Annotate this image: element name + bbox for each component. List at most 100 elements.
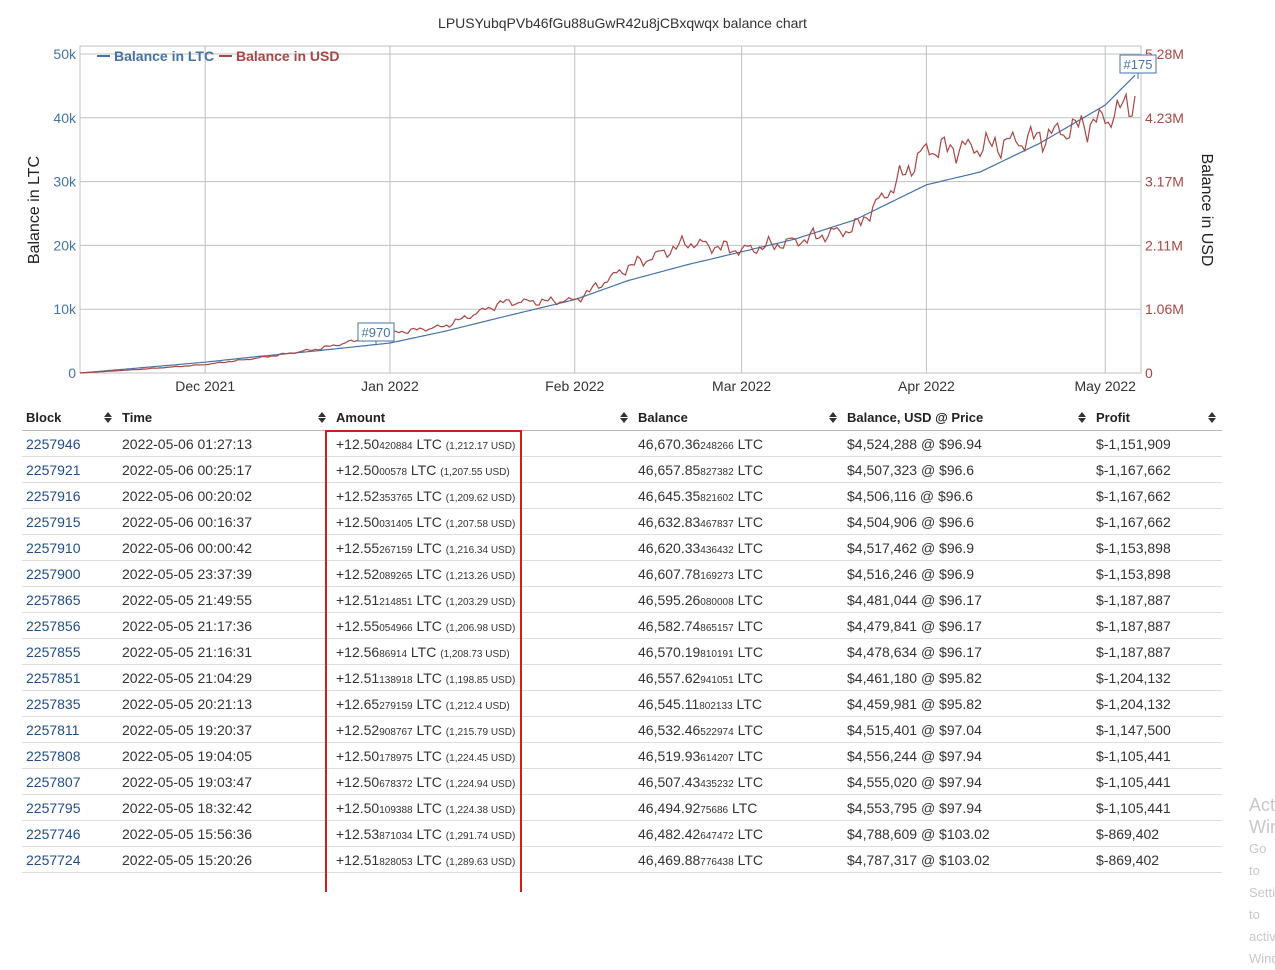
y-left-tick-label: 30k (53, 174, 77, 190)
cell-balance: 46,469.88776438 LTC (634, 846, 843, 873)
table-row: 2257946 2022-05-06 01:27:13 +12.50420884 L… (22, 430, 1222, 457)
cell-balance-usd: $4,553,795 @ $97.94 (843, 794, 1092, 821)
block-link[interactable]: 2257811 (26, 721, 80, 738)
cell-balance: 46,595.26080008 LTC (634, 586, 843, 613)
cell-block[interactable]: 2257746 (22, 820, 118, 847)
chart-grid (80, 46, 1141, 374)
table-row: 2257865 2022-05-05 21:49:55 +12.51214851 L… (22, 586, 1222, 613)
table-row: 2257835 2022-05-05 20:21:13 +12.65279159 L… (22, 690, 1222, 717)
flag-175[interactable]: #175 (1119, 54, 1157, 79)
sort-icon[interactable] (829, 412, 837, 423)
cell-balance: 46,670.36248266 LTC (634, 430, 843, 457)
block-link[interactable]: 2257915 (26, 513, 81, 530)
table-header-row: Block Time Amount Balance Balance, USD @… (22, 404, 1222, 431)
column-header-amount[interactable]: Amount (332, 404, 634, 431)
cell-block[interactable]: 2257900 (22, 560, 118, 587)
cell-time: 2022-05-06 00:20:02 (118, 482, 332, 509)
cell-block[interactable]: 2257865 (22, 586, 118, 613)
sort-icon[interactable] (318, 412, 326, 423)
block-link[interactable]: 2257724 (26, 851, 81, 868)
cell-block[interactable]: 2257807 (22, 768, 118, 795)
cell-profit: $-1,167,662 (1092, 456, 1222, 483)
cell-block[interactable]: 2257855 (22, 638, 118, 665)
column-header-balance[interactable]: Balance (634, 404, 843, 431)
series-ltc-line[interactable] (79, 74, 1136, 374)
cell-balance: 46,570.19810191 LTC (634, 638, 843, 665)
cell-balance-usd: $4,788,609 @ $103.02 (843, 820, 1092, 847)
cell-block[interactable]: 2257921 (22, 456, 118, 483)
sort-icon[interactable] (104, 412, 112, 423)
cell-profit: $-1,204,132 (1092, 664, 1222, 691)
cell-balance-usd: $4,506,116 @ $96.6 (843, 482, 1092, 509)
cell-balance: 46,519.93614207 LTC (634, 742, 843, 769)
table-row: 2257724 2022-05-05 15:20:26 +12.51828053 L… (22, 846, 1222, 873)
flag-175-label: #175 (1124, 57, 1153, 72)
cell-time: 2022-05-05 20:21:13 (118, 690, 332, 717)
cell-time: 2022-05-05 19:04:05 (118, 742, 332, 769)
series-usd-line[interactable] (79, 91, 1136, 374)
cell-block[interactable]: 2257835 (22, 690, 118, 717)
cell-balance: 46,507.43435232 LTC (634, 768, 843, 795)
cell-balance: 46,620.33436432 LTC (634, 534, 843, 561)
block-link[interactable]: 2257851 (26, 669, 81, 686)
cell-block[interactable]: 2257724 (22, 846, 118, 873)
table-row: 2257856 2022-05-05 21:17:36 +12.55054966 L… (22, 612, 1222, 639)
y-left-tick-label: 0 (68, 365, 76, 381)
y-right-tick-label: 1.06M (1145, 301, 1184, 317)
cell-time: 2022-05-05 21:49:55 (118, 586, 332, 613)
cell-block[interactable]: 2257811 (22, 716, 118, 743)
cell-amount: +12.52353765 LTC (1,209.62 USD) (332, 482, 634, 509)
block-link[interactable]: 2257856 (26, 617, 81, 634)
cell-profit: $-1,187,887 (1092, 638, 1222, 665)
block-link[interactable]: 2257946 (26, 435, 81, 452)
y-right-axis-title: Balance in USD (1198, 154, 1215, 267)
block-link[interactable]: 2257900 (26, 565, 81, 582)
block-link[interactable]: 2257808 (26, 747, 81, 764)
block-link[interactable]: 2257855 (26, 643, 81, 660)
block-link[interactable]: 2257916 (26, 487, 81, 504)
block-link[interactable]: 2257795 (26, 799, 81, 816)
column-header-balance-usd[interactable]: Balance, USD @ Price (843, 404, 1092, 431)
cell-block[interactable]: 2257851 (22, 664, 118, 691)
cell-block[interactable]: 2257915 (22, 508, 118, 535)
y-left-ticks: 0 10k 20k 30k 40k 50k (53, 46, 77, 381)
cell-balance-usd: $4,459,981 @ $95.82 (843, 690, 1092, 717)
legend-usd[interactable]: Balance in USD (236, 48, 339, 64)
sort-icon[interactable] (1208, 412, 1216, 423)
cell-amount: +12.52908767 LTC (1,215.79 USD) (332, 716, 634, 743)
column-header-block[interactable]: Block (22, 404, 118, 431)
block-link[interactable]: 2257910 (26, 539, 81, 556)
cell-block[interactable]: 2257856 (22, 612, 118, 639)
cell-block[interactable]: 2257808 (22, 742, 118, 769)
cell-amount: +12.5686914 LTC (1,208.73 USD) (332, 638, 634, 665)
cell-block[interactable]: 2257910 (22, 534, 118, 561)
cell-profit: $-1,153,898 (1092, 534, 1222, 561)
block-link[interactable]: 2257865 (26, 591, 81, 608)
cell-block[interactable]: 2257795 (22, 794, 118, 821)
cell-balance: 46,532.46522974 LTC (634, 716, 843, 743)
legend-ltc[interactable]: Balance in LTC (114, 48, 214, 64)
cell-block[interactable]: 2257916 (22, 482, 118, 509)
block-link[interactable]: 2257921 (26, 461, 81, 478)
sort-icon[interactable] (620, 412, 628, 423)
cell-balance: 46,657.85827382 LTC (634, 456, 843, 483)
column-header-profit[interactable]: Profit (1092, 404, 1222, 431)
block-link[interactable]: 2257807 (26, 773, 81, 790)
sort-icon[interactable] (1078, 412, 1086, 423)
table-row: 2257807 2022-05-05 19:03:47 +12.50678372 L… (22, 768, 1222, 795)
table-row: 2257808 2022-05-05 19:04:05 +12.50178975 L… (22, 742, 1222, 769)
flag-970[interactable]: #970 (357, 322, 395, 345)
legend[interactable]: Balance in LTC Balance in USD (97, 48, 339, 64)
cell-block[interactable]: 2257946 (22, 430, 118, 457)
table-row: 2257900 2022-05-05 23:37:39 +12.52089265 L… (22, 560, 1222, 587)
column-header-time[interactable]: Time (118, 404, 332, 431)
cell-profit: $-1,105,441 (1092, 794, 1222, 821)
cell-amount: +12.50031405 LTC (1,207.58 USD) (332, 508, 634, 535)
table-row: 2257795 2022-05-05 18:32:42 +12.50109388 L… (22, 794, 1222, 821)
cell-balance-usd: $4,556,244 @ $97.94 (843, 742, 1092, 769)
cell-time: 2022-05-06 01:27:13 (118, 430, 332, 457)
block-link[interactable]: 2257746 (26, 825, 81, 842)
cell-profit: $-1,105,441 (1092, 742, 1222, 769)
block-link[interactable]: 2257835 (26, 695, 81, 712)
